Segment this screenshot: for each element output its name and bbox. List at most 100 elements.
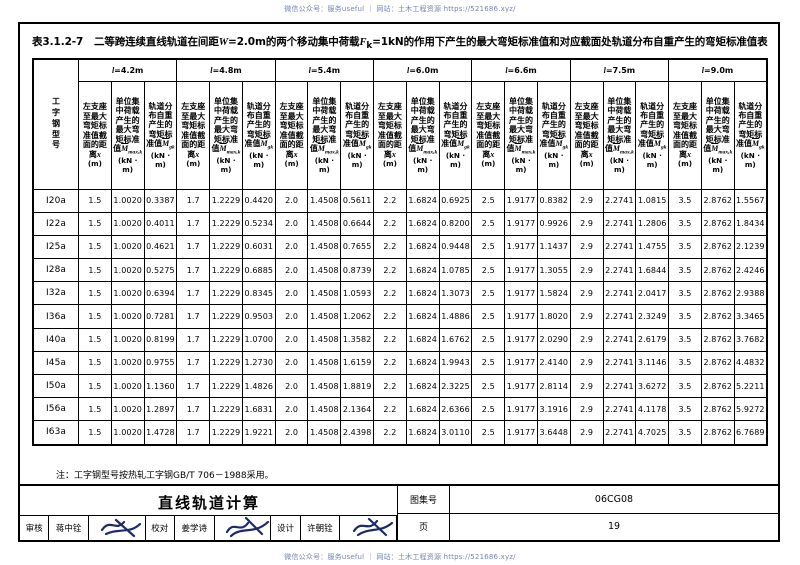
cell-r9-c2: 1.2897 [143,397,178,422]
title-block-right: 图集号 06CG08 页 19 [398,486,778,540]
cell-r5-c18: 3.5 [668,304,702,329]
sub-header-text-0-1: 单位集中荷载产生的最大弯矩标准值Mmax,k (kN · m) [113,96,143,174]
cell-r0-c10: 1.6824 [405,188,440,213]
cell-r2-c16: 2.2741 [602,234,637,260]
sub-header-text-2-0: 左支座至最大弯矩标准值截面的距离x (m) [279,102,304,169]
cell-r8-c20: 5.2211 [733,373,768,399]
cell-r4-c1: 1.0020 [110,281,145,306]
signature-name-0: 蒋中铨 [49,516,89,540]
sub-header-1-1: 单位集中荷载产生的最大弯矩标准值Mmax,k (kN · m) [209,80,243,190]
cell-r0-c12: 2.5 [471,188,506,213]
span-group-header-4: l=6.6m [471,58,571,82]
cell-r6-c20: 3.7682 [733,327,768,352]
row-header-char-4: 型 [52,129,60,139]
row-header-char-5: 号 [52,140,60,150]
cell-r7-c9: 2.2 [373,350,407,376]
cell-r6-c19: 2.8762 [700,327,735,352]
table-row: I50a 1.5 1.0020 1.1360 1.7 1.2229 1.4826 2.0 1.4… [32,373,768,399]
sub-header-text-2-1: 单位集中荷载产生的最大弯矩标准值Mmax,k (kN · m) [309,96,339,174]
cell-r2-c4: 1.2229 [209,234,243,260]
cell-r8-c2: 1.1360 [143,373,178,399]
cell-r8-c5: 1.4826 [241,373,276,399]
cell-r8-c6: 2.0 [274,373,309,399]
cell-r6-c0: 1.5 [78,327,112,352]
cell-r2-c15: 2.9 [569,234,604,260]
cell-r9-c3: 1.7 [176,397,211,422]
cell-steel-model: I25a [32,234,79,260]
cell-r4-c13: 1.9177 [504,281,538,306]
cell-r9-c13: 1.9177 [504,397,538,422]
cell-r2-c9: 2.2 [373,234,407,260]
cell-r4-c15: 2.9 [569,281,604,306]
cell-r3-c13: 1.9177 [504,258,538,283]
cell-r4-c0: 1.5 [78,281,112,306]
cell-r1-c0: 1.5 [78,211,112,236]
table-row: I40a 1.5 1.0020 0.8199 1.7 1.2229 1.0700 2.0 1.4… [32,327,768,352]
cell-r5-c15: 2.9 [569,304,604,329]
cell-steel-model: I63a [32,420,79,446]
cell-r4-c5: 0.8345 [241,281,276,306]
cell-r0-c5: 0.4420 [241,188,276,213]
cell-r8-c7: 1.4508 [307,373,342,399]
table-title-prefix: 表3.1.2-7 [32,36,84,48]
cell-r9-c9: 2.2 [373,397,407,422]
cell-r8-c12: 2.5 [471,373,506,399]
cell-r10-c8: 2.4398 [340,420,375,446]
cell-r2-c20: 2.1239 [733,234,768,260]
page-number-label: 页 [398,513,450,540]
cell-r7-c19: 2.8762 [700,350,735,376]
cell-r3-c8: 0.8739 [340,258,375,283]
sub-header-2-0: 左支座至最大弯矩标准值截面的距离x (m) [274,80,309,190]
sub-header-text-3-0: 左支座至最大弯矩标准值截面的距离x (m) [377,102,402,169]
cell-steel-model: I45a [32,350,79,376]
cell-r2-c1: 1.0020 [110,234,145,260]
cell-r0-c11: 0.6925 [438,188,473,213]
cell-r10-c12: 2.5 [471,420,506,446]
sub-header-6-1: 单位集中荷载产生的最大弯矩标准值Mmax,k (kN · m) [700,80,735,190]
moment-standard-values-table: 工 字 钢 型 号 l=4.2m l=4.8m l=5.4m l=6.0m l=… [32,58,768,446]
cell-r2-c10: 1.6824 [405,234,440,260]
cell-r10-c14: 3.6448 [536,420,571,446]
cell-r1-c12: 2.5 [471,211,506,236]
cell-r4-c2: 0.6394 [143,281,178,306]
cell-r10-c5: 1.9221 [241,420,276,446]
cell-r4-c18: 3.5 [668,281,702,306]
cell-r5-c12: 2.5 [471,304,506,329]
cell-r9-c18: 3.5 [668,397,702,422]
cell-r5-c10: 1.6824 [405,304,440,329]
span-group-header-6: l=9.0m [668,58,768,82]
cell-r1-c2: 0.4011 [143,211,178,236]
cell-r2-c18: 3.5 [668,234,702,260]
sub-header-text-5-2: 轨道分布自重产生的弯矩标准值Mgk (kN · m) [637,101,667,169]
cell-r5-c0: 1.5 [78,304,112,329]
cell-r6-c5: 1.0700 [241,327,276,352]
page-number-value: 19 [607,521,621,533]
cell-r0-c7: 1.4508 [307,188,342,213]
cell-r10-c11: 3.0110 [438,420,473,446]
cell-r10-c15: 2.9 [569,420,604,446]
table-row: I45a 1.5 1.0020 0.9755 1.7 1.2229 1.2730 2.0 1.4… [32,350,768,376]
sub-header-0-0: 左支座至最大弯矩标准值截面的距离x (m) [78,80,112,190]
cell-r1-c4: 1.2229 [209,211,243,236]
cell-r8-c1: 1.0020 [110,373,145,399]
cell-r8-c0: 1.5 [78,373,112,399]
cell-r7-c7: 1.4508 [307,350,342,376]
cell-r5-c1: 1.0020 [110,304,145,329]
span-value-5: =7.5m [605,65,636,75]
cell-r7-c15: 2.9 [569,350,604,376]
cell-r5-c16: 2.2741 [602,304,637,329]
cell-r7-c17: 3.1146 [635,350,670,376]
cell-r4-c7: 1.4508 [307,281,342,306]
table-title-text-1: 二等跨连续直线轨道在间距 [93,36,219,48]
cell-r3-c20: 2.4246 [733,258,768,283]
cell-r10-c19: 2.8762 [700,420,735,446]
sub-header-text-6-1: 单位集中荷载产生的最大弯矩标准值Mmax,k (kN · m) [703,96,733,174]
cell-r5-c6: 2.0 [274,304,309,329]
cell-r3-c9: 2.2 [373,258,407,283]
cell-r4-c20: 2.9388 [733,281,768,306]
cell-r2-c5: 0.6031 [241,234,276,260]
cell-r6-c2: 0.8199 [143,327,178,352]
cell-r2-c0: 1.5 [78,234,112,260]
cell-r1-c1: 1.0020 [110,211,145,236]
cell-r9-c8: 2.1364 [340,397,375,422]
